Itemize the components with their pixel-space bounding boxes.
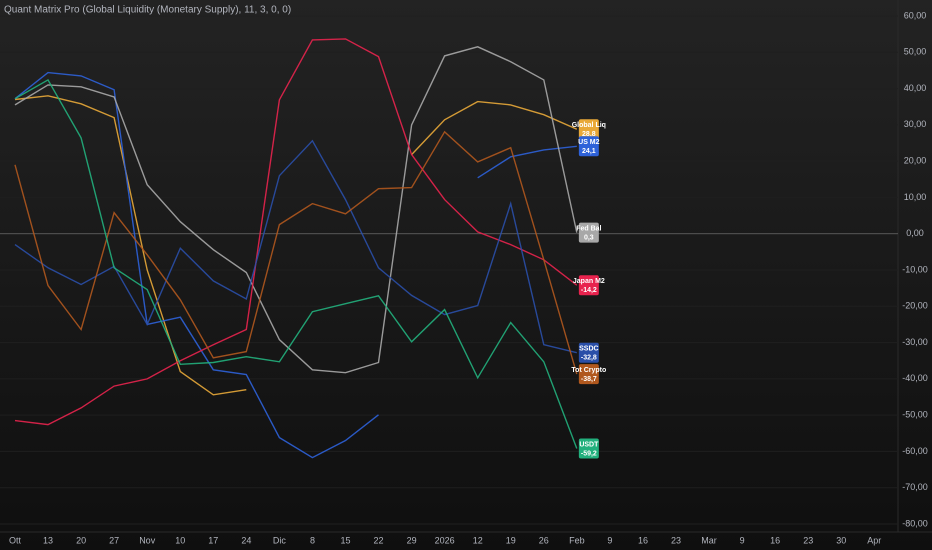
- x-tick-label: 24: [241, 535, 251, 545]
- x-tick-label: 29: [407, 535, 417, 545]
- x-tick-label: 16: [770, 535, 780, 545]
- end-value-label: -38,7: [581, 376, 597, 383]
- end-label-box: [578, 119, 599, 140]
- legend-entry: Fed Bal: [576, 225, 601, 232]
- end-label-box: [578, 342, 599, 363]
- y-tick-label: 40,00: [904, 83, 927, 93]
- y-tick-label: -40,00: [902, 373, 928, 383]
- end-value-label: 28,8: [582, 131, 596, 138]
- y-tick-label: -10,00: [902, 264, 928, 274]
- y-tick-label: -60,00: [902, 446, 928, 456]
- legend-entry: US M2: [578, 139, 600, 146]
- x-tick-label: 13: [43, 535, 53, 545]
- y-tick-label: -50,00: [902, 410, 928, 420]
- end-value-label: 24,1: [582, 148, 596, 155]
- x-tick-label: 16: [638, 535, 648, 545]
- legend-entry: Tot Crypto: [571, 367, 606, 374]
- x-tick-label: 20: [76, 535, 86, 545]
- end-label-box: [578, 275, 599, 296]
- x-tick-label: 23: [671, 535, 681, 545]
- y-tick-label: -80,00: [902, 518, 928, 528]
- end-label-box: [578, 136, 599, 157]
- series-line: [14, 38, 578, 426]
- series-line: [14, 139, 577, 354]
- x-tick-label: 30: [836, 535, 846, 545]
- chart-title: Quant Matrix Pro (Global Liquidity (Mone…: [4, 5, 291, 16]
- end-value-label: -32,8: [581, 355, 597, 362]
- end-label-box: [578, 222, 599, 243]
- x-tick-label: Dic: [273, 535, 286, 545]
- series-line: [14, 95, 578, 396]
- x-tick-label: 17: [208, 535, 218, 545]
- series-line: [14, 71, 577, 459]
- legend-entry: Japan M2: [573, 278, 605, 285]
- y-tick-label: -70,00: [902, 482, 928, 492]
- legend-entry: Global Liq: [572, 122, 606, 129]
- y-tick-label: -20,00: [902, 301, 928, 311]
- x-tick-label: Feb: [569, 535, 585, 545]
- series-line: [14, 130, 578, 375]
- y-tick-label: 10,00: [904, 192, 927, 202]
- x-tick-label: 15: [340, 535, 350, 545]
- x-tick-label: 26: [539, 535, 549, 545]
- x-tick-label: Apr: [867, 535, 881, 545]
- end-value-label: 0,3: [584, 234, 594, 241]
- series-line: [14, 78, 578, 449]
- end-value-label: -14,2: [581, 287, 597, 294]
- y-tick-label: -30,00: [902, 337, 928, 347]
- x-tick-label: 10: [175, 535, 185, 545]
- x-tick-label: 2026: [435, 535, 455, 545]
- x-tick-label: Nov: [139, 535, 156, 545]
- x-tick-label: 22: [374, 535, 384, 545]
- y-tick-label: 0,00: [906, 228, 924, 238]
- end-value-label: -59,2: [581, 450, 597, 457]
- x-tick-label: 8: [310, 535, 315, 545]
- end-label-box: [578, 364, 599, 385]
- y-tick-label: 20,00: [904, 156, 927, 166]
- x-tick-label: 12: [473, 535, 483, 545]
- x-tick-label: 9: [607, 535, 612, 545]
- legend-entry: SSDC: [579, 346, 598, 353]
- y-tick-label: 50,00: [904, 47, 927, 57]
- legend-entry: USDT: [579, 441, 599, 448]
- y-tick-label: 60,00: [904, 10, 927, 20]
- x-tick-label: Mar: [701, 535, 717, 545]
- x-tick-label: 19: [506, 535, 516, 545]
- x-tick-label: 27: [109, 535, 119, 545]
- series-line: [14, 46, 578, 374]
- end-label-box: [578, 438, 599, 459]
- x-tick-label: 23: [803, 535, 813, 545]
- x-tick-label: 9: [740, 535, 745, 545]
- y-tick-label: 30,00: [904, 119, 927, 129]
- x-tick-label: Ott: [9, 535, 22, 545]
